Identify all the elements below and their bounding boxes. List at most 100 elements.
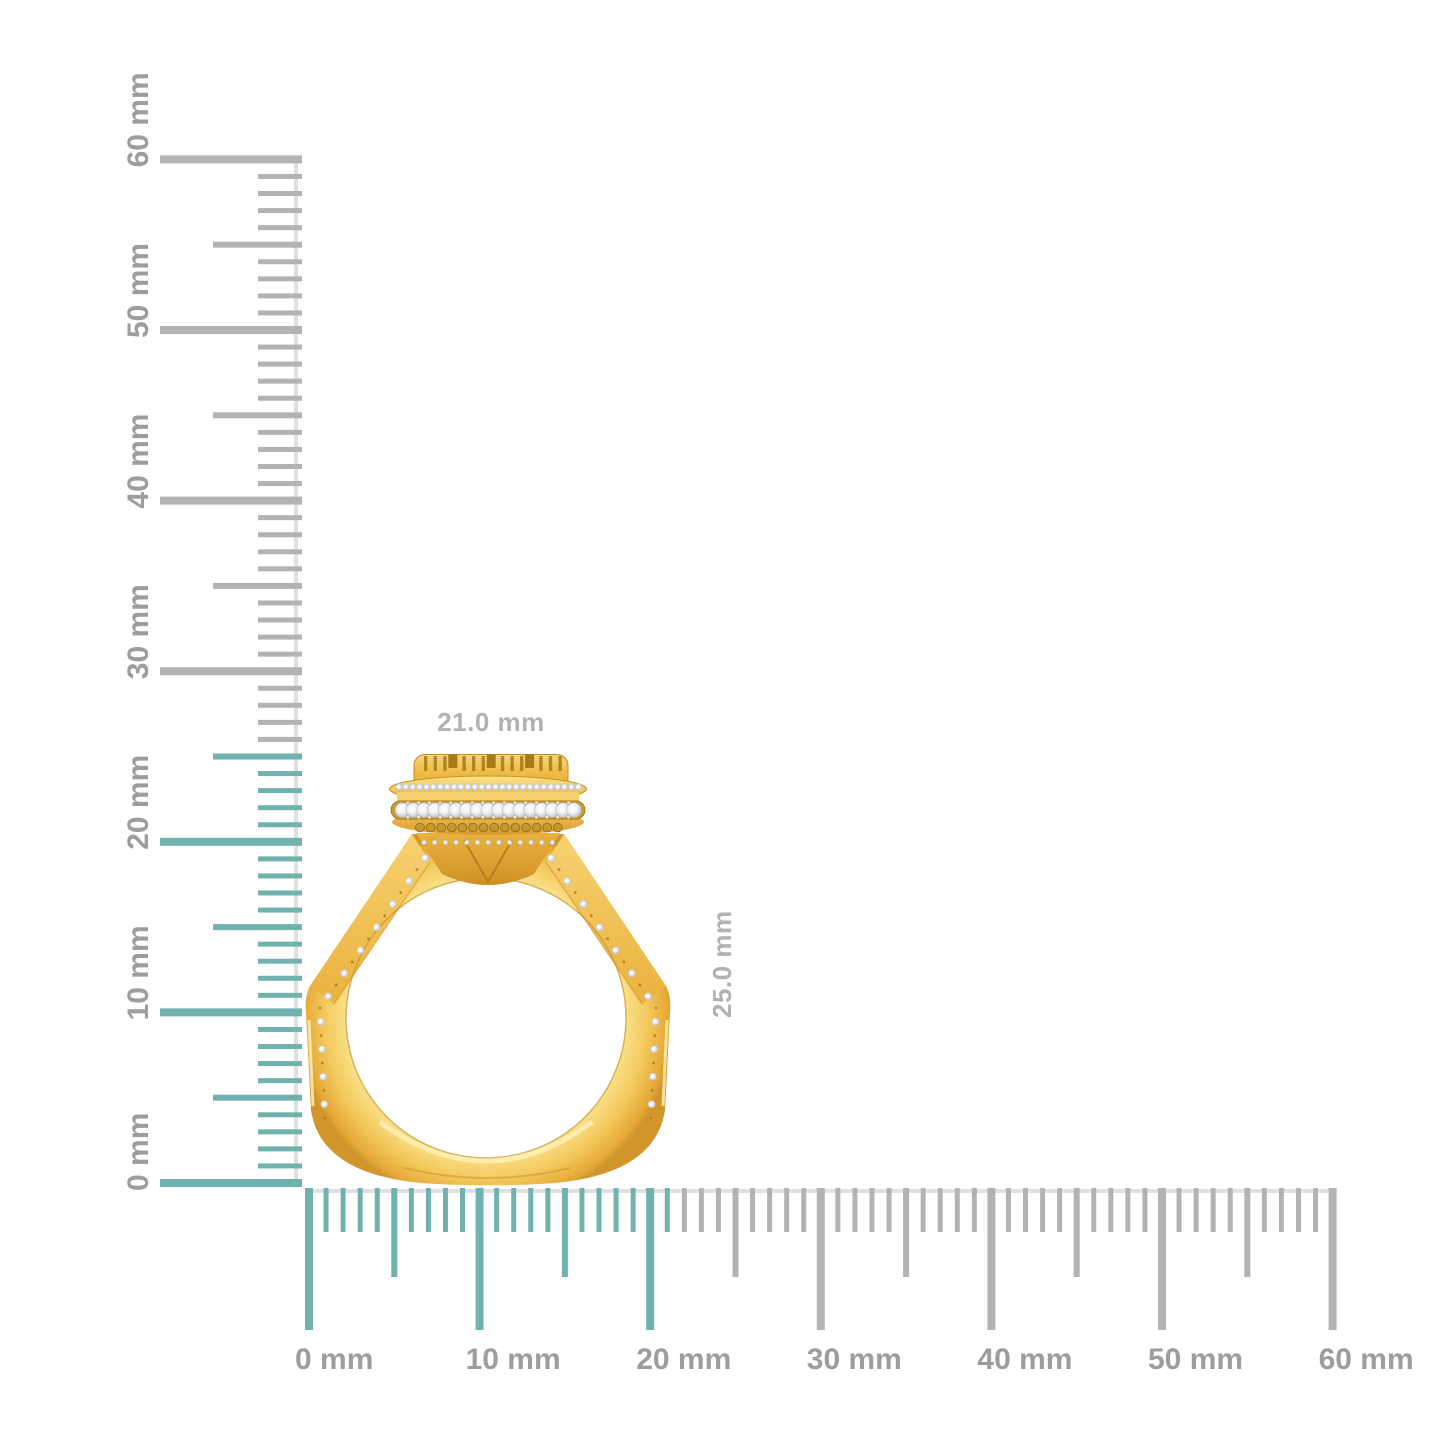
vertical-ruler: 0 mm 10 mm 20 mm 30 mm 40 mm 50 mm 60 mm	[122, 72, 302, 1191]
prong-bead	[459, 800, 464, 805]
milgrain-bead	[319, 1034, 323, 1037]
stone-seat	[552, 822, 563, 833]
diamond-icon	[316, 1017, 325, 1026]
stone-seat	[415, 822, 425, 833]
diamond-icon	[507, 839, 513, 846]
ruler-tick	[767, 1188, 773, 1232]
shoulder-pave-diamonds	[316, 854, 660, 1120]
ruler-tick	[869, 1188, 875, 1232]
ruler-tick	[1313, 1188, 1319, 1232]
ruler-tick	[698, 1188, 704, 1232]
ruler-tick	[732, 1188, 739, 1277]
milgrain-bead	[334, 983, 338, 987]
ruler-tick	[987, 1188, 996, 1330]
diamond-icon	[492, 783, 500, 791]
ruler-tick	[160, 326, 302, 334]
diamond-icon	[568, 783, 575, 791]
crown-slot	[558, 756, 562, 771]
ring-gallery	[416, 833, 560, 885]
ruler-tick	[630, 1188, 636, 1232]
ruler-tick	[305, 1188, 313, 1330]
prong-bead	[512, 815, 517, 820]
flat-highlight-left	[307, 1019, 315, 1107]
h-ruler-label-40: 40 mm	[977, 1343, 1072, 1376]
ring-shoulder-left	[310, 834, 430, 1004]
h-ruler-label-20: 20 mm	[636, 1343, 731, 1376]
ruler-tick	[258, 1044, 302, 1050]
ruler-tick	[460, 1188, 466, 1232]
stone-seat	[499, 822, 510, 833]
prong-bead	[448, 815, 453, 820]
stone-seat	[510, 822, 521, 833]
diamond-icon	[517, 839, 523, 846]
ruler-tick	[340, 1188, 346, 1232]
ruler-tick	[1073, 1188, 1080, 1277]
diamond-icon	[457, 783, 465, 791]
ruler-tick	[801, 1188, 807, 1232]
ruler-tick	[160, 155, 302, 164]
crown-slot	[462, 756, 466, 771]
milgrain-bead	[652, 1061, 655, 1065]
ruler-tick	[258, 378, 302, 384]
ruler-tick	[971, 1188, 977, 1232]
milgrain-bead	[322, 1089, 326, 1092]
ruler-tick	[323, 1188, 329, 1232]
ruler-tick	[258, 975, 302, 981]
diamond-icon	[650, 1045, 658, 1054]
ruler-tick	[258, 276, 302, 282]
diamond-icon	[651, 1017, 660, 1026]
ruler-tick	[258, 173, 302, 179]
prong-bead	[523, 800, 528, 805]
diamond-icon	[395, 783, 403, 791]
stone-seat	[521, 822, 531, 833]
ruler-tick	[258, 992, 302, 998]
prong-bead	[523, 815, 528, 820]
ruler-tick	[160, 1008, 302, 1017]
ruler-tick	[258, 532, 302, 538]
diamond-icon	[526, 783, 534, 791]
ruler-tick	[1261, 1188, 1267, 1232]
ruler-tick	[258, 429, 302, 435]
halo-diamonds	[394, 802, 582, 818]
ruler-tick	[258, 873, 302, 879]
prong-bead	[405, 815, 410, 820]
ruler-tick	[213, 582, 302, 589]
crown-slot	[539, 756, 543, 771]
crown-slot	[500, 756, 505, 771]
stone-seat	[457, 822, 468, 833]
shoulder-crease-left	[333, 861, 431, 1005]
milgrain-bead	[350, 960, 354, 964]
ruler-tick	[258, 1129, 302, 1135]
v-ruler-label-0: 0 mm	[122, 1113, 155, 1191]
ruler-tick	[258, 259, 302, 265]
ruler-tick	[475, 1188, 484, 1330]
ruler-tick	[258, 1112, 302, 1118]
prong-bead	[566, 815, 571, 820]
ruler-tick	[579, 1188, 585, 1232]
diamond-icon	[421, 839, 427, 846]
crown-notch	[525, 754, 535, 768]
ruler-tick	[258, 856, 302, 862]
h-ruler-label-0: 0 mm	[295, 1343, 373, 1376]
diamond-icon	[324, 992, 332, 1001]
stone-seat	[542, 822, 552, 833]
ruler-tick	[258, 890, 302, 896]
stone-seat	[446, 822, 457, 833]
ruler-tick	[258, 293, 302, 299]
prong-bead	[534, 815, 539, 820]
diamond-icon	[436, 783, 444, 791]
ruler-tick	[545, 1188, 551, 1232]
ring-shoulder-right	[546, 834, 666, 1004]
ruler-tick	[750, 1188, 756, 1232]
stone-seat	[478, 822, 489, 833]
diamond-icon	[595, 923, 604, 932]
prong-bead	[427, 815, 432, 820]
ruler-tick	[903, 1188, 910, 1277]
ring-band	[305, 834, 671, 1186]
diamond-icon	[442, 839, 448, 846]
prong-bead	[427, 800, 432, 805]
prong-bead	[545, 815, 549, 820]
ring-illustration	[305, 754, 671, 1186]
band-ridge-line	[403, 1167, 571, 1179]
diamond-icon	[547, 854, 555, 862]
